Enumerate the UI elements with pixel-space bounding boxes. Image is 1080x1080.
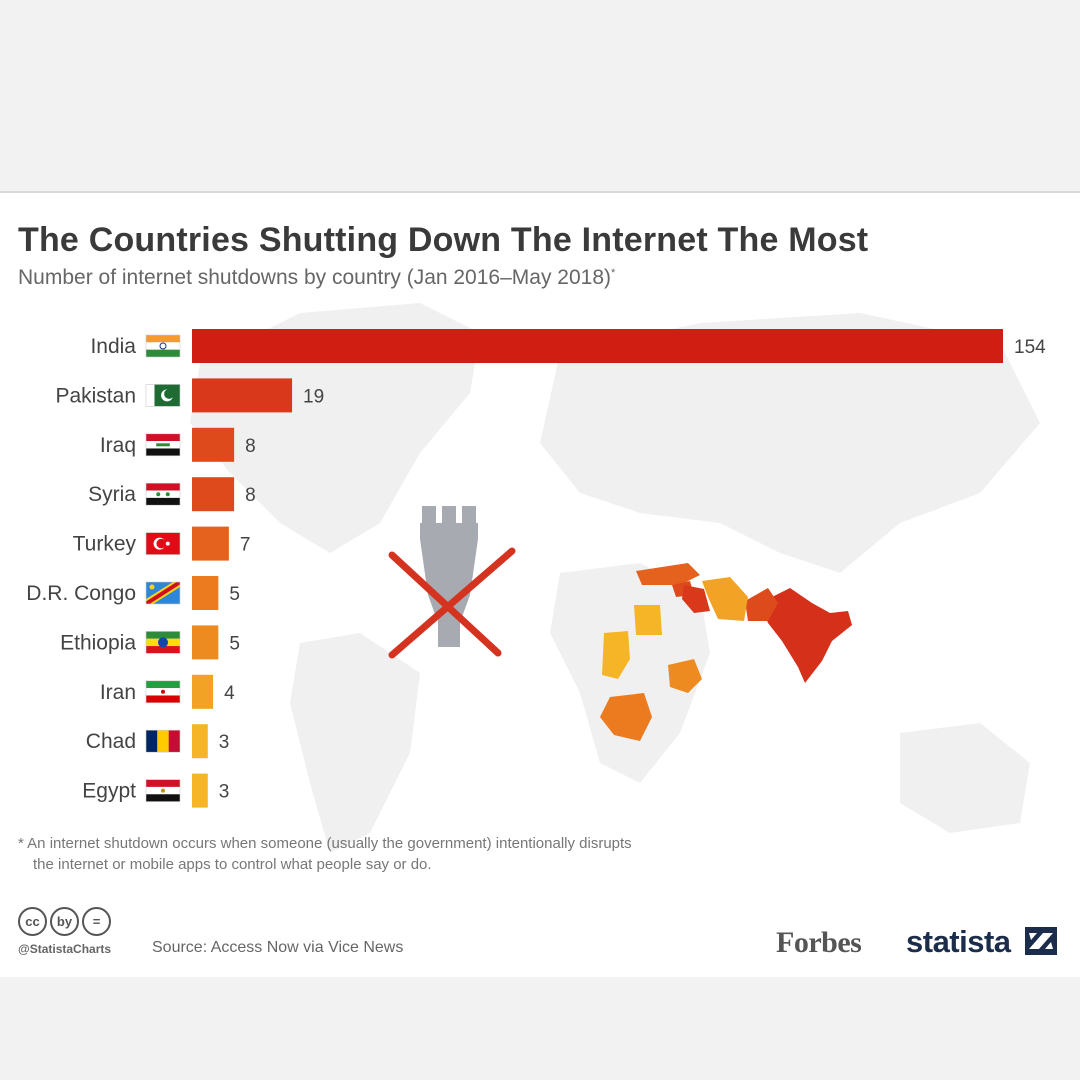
chart-subtitle: Number of internet shutdowns by country … (18, 266, 615, 290)
category-label: Turkey (73, 533, 137, 556)
category-label: Egypt (82, 780, 136, 803)
map-north-america (190, 303, 480, 553)
category-label: Pakistan (55, 384, 136, 407)
iran-flag-icon (145, 680, 181, 704)
subtitle-footnote-marker: * (611, 267, 616, 279)
category-label: Iran (100, 681, 136, 704)
turkey-flag-icon (145, 532, 181, 555)
map-australia (900, 723, 1030, 833)
data-label: 8 (245, 436, 256, 457)
statista-logo-icon (1025, 927, 1057, 955)
category-label: Iraq (100, 434, 136, 457)
statista-handle: @StatistaCharts (18, 942, 112, 956)
bar (192, 378, 293, 413)
data-label: 3 (219, 782, 230, 803)
creative-commons-icon: cc (18, 907, 47, 936)
map-highlighted-countries (600, 563, 852, 741)
blocked-tower-icon (388, 506, 516, 659)
bar (192, 625, 219, 660)
category-label: D.R. Congo (26, 582, 136, 605)
category-label: Ethiopia (60, 631, 136, 654)
map-south-america (290, 633, 420, 853)
attribution-icon: by (50, 907, 79, 936)
footnote: * An internet shutdown occurs when someo… (18, 833, 838, 875)
map-turkey (636, 563, 700, 585)
license-icons: cc by = (18, 907, 114, 936)
category-label: Syria (88, 483, 136, 506)
no-derivatives-icon: = (82, 907, 111, 936)
data-label: 3 (219, 732, 230, 753)
map-india (760, 588, 852, 683)
bar (192, 427, 235, 462)
statista-logo: statista (906, 924, 1011, 959)
chart-title: The Countries Shutting Down The Internet… (18, 221, 869, 259)
pakistan-flag-icon (145, 384, 181, 407)
data-label: 8 (245, 485, 256, 506)
map-iran (702, 577, 748, 621)
map-europe-asia (540, 313, 1040, 573)
map-iraq (682, 585, 710, 613)
category-label: Chad (86, 730, 136, 753)
category-label: India (90, 335, 136, 358)
map-drcongo (600, 693, 652, 741)
footnote-line-2: the internet or mobile apps to control w… (33, 856, 432, 873)
india-flag-icon (145, 334, 181, 358)
data-label: 19 (303, 386, 324, 407)
map-egypt (634, 605, 662, 635)
syria-flag-icon (145, 482, 181, 506)
forbes-logo: Forbes (776, 926, 862, 959)
bar (192, 773, 208, 808)
world-map-background (190, 303, 1040, 853)
ethiopia-flag-icon (145, 631, 181, 654)
data-label: 5 (229, 584, 240, 605)
source-note: Source: Access Now via Vice News (152, 939, 404, 956)
map-chad (602, 631, 630, 679)
iraq-flag-icon (145, 433, 181, 457)
bar (192, 477, 235, 512)
map-pakistan (745, 588, 778, 621)
map-ethiopia (668, 659, 702, 693)
bar (192, 576, 219, 610)
bar (192, 724, 208, 759)
drcongo-flag-icon (145, 581, 181, 605)
infographic-card: The Countries Shutting Down The Internet… (0, 191, 1080, 977)
data-label: 154 (1014, 337, 1046, 358)
map-africa (550, 563, 710, 783)
data-label: 5 (229, 633, 240, 654)
egypt-flag-icon (145, 779, 181, 802)
bar (192, 526, 229, 561)
data-label: 7 (240, 535, 251, 556)
footnote-line-1: * An internet shutdown occurs when someo… (18, 835, 632, 852)
chad-flag-icon (145, 729, 181, 753)
subtitle-text: Number of internet shutdowns by country … (18, 266, 611, 289)
bar (192, 674, 214, 709)
bar-chart: India 154 Pakistan 19 Iraq 8 Syria 8 Turkey 7 D.R.… (26, 329, 1046, 808)
bar (192, 329, 1003, 363)
data-label: 4 (224, 683, 235, 704)
